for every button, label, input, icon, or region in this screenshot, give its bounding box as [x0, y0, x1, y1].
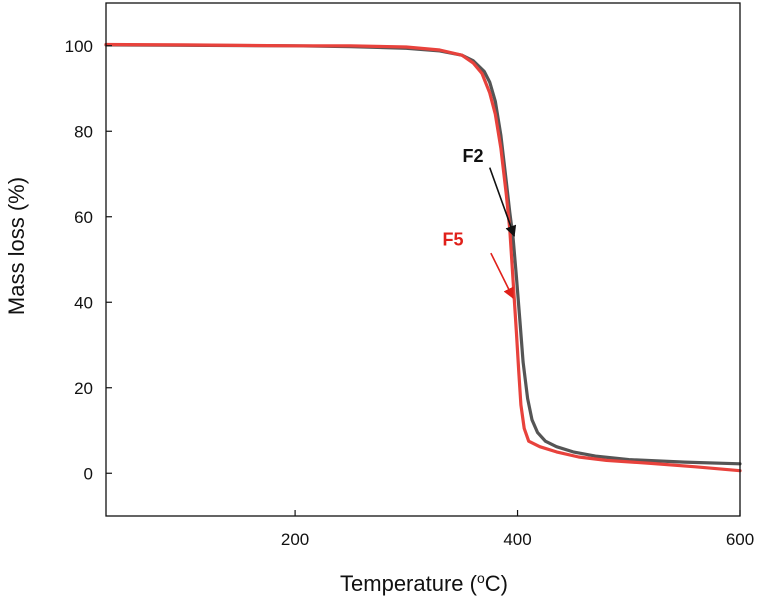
x-axis-title-suffix: C)	[485, 571, 508, 596]
y-axis-title: Mass loss (%)	[4, 177, 29, 315]
x-axis-title: Temperature (oC)	[340, 570, 508, 596]
y-tick-label: 40	[74, 293, 93, 312]
x-axis-title-main: Temperature (	[340, 571, 478, 596]
y-tick-label: 20	[74, 379, 93, 398]
y-tick-label: 100	[65, 37, 93, 56]
annotation-arrow-f2	[488, 167, 517, 238]
x-tick-label: 400	[503, 530, 531, 549]
series-layer	[104, 42, 742, 473]
annotation-label-f2: F2	[463, 146, 484, 166]
y-tick-label: 80	[74, 122, 93, 141]
series-line-f5	[104, 42, 742, 473]
x-axis-title-superscript: o	[477, 570, 485, 586]
annotation-arrow-f5	[490, 252, 514, 299]
series-line-f2	[104, 43, 742, 466]
plot-frame	[105, 2, 741, 517]
ticks-layer: 200 400 600 0 20 40 60 80 100	[65, 37, 755, 549]
annotation-layer: F2 F5	[443, 146, 517, 299]
x-tick-label: 600	[726, 530, 754, 549]
y-tick-label: 60	[74, 208, 93, 227]
x-tick-label: 200	[281, 530, 309, 549]
annotation-label-f5: F5	[443, 229, 464, 249]
y-tick-label: 0	[84, 464, 93, 483]
